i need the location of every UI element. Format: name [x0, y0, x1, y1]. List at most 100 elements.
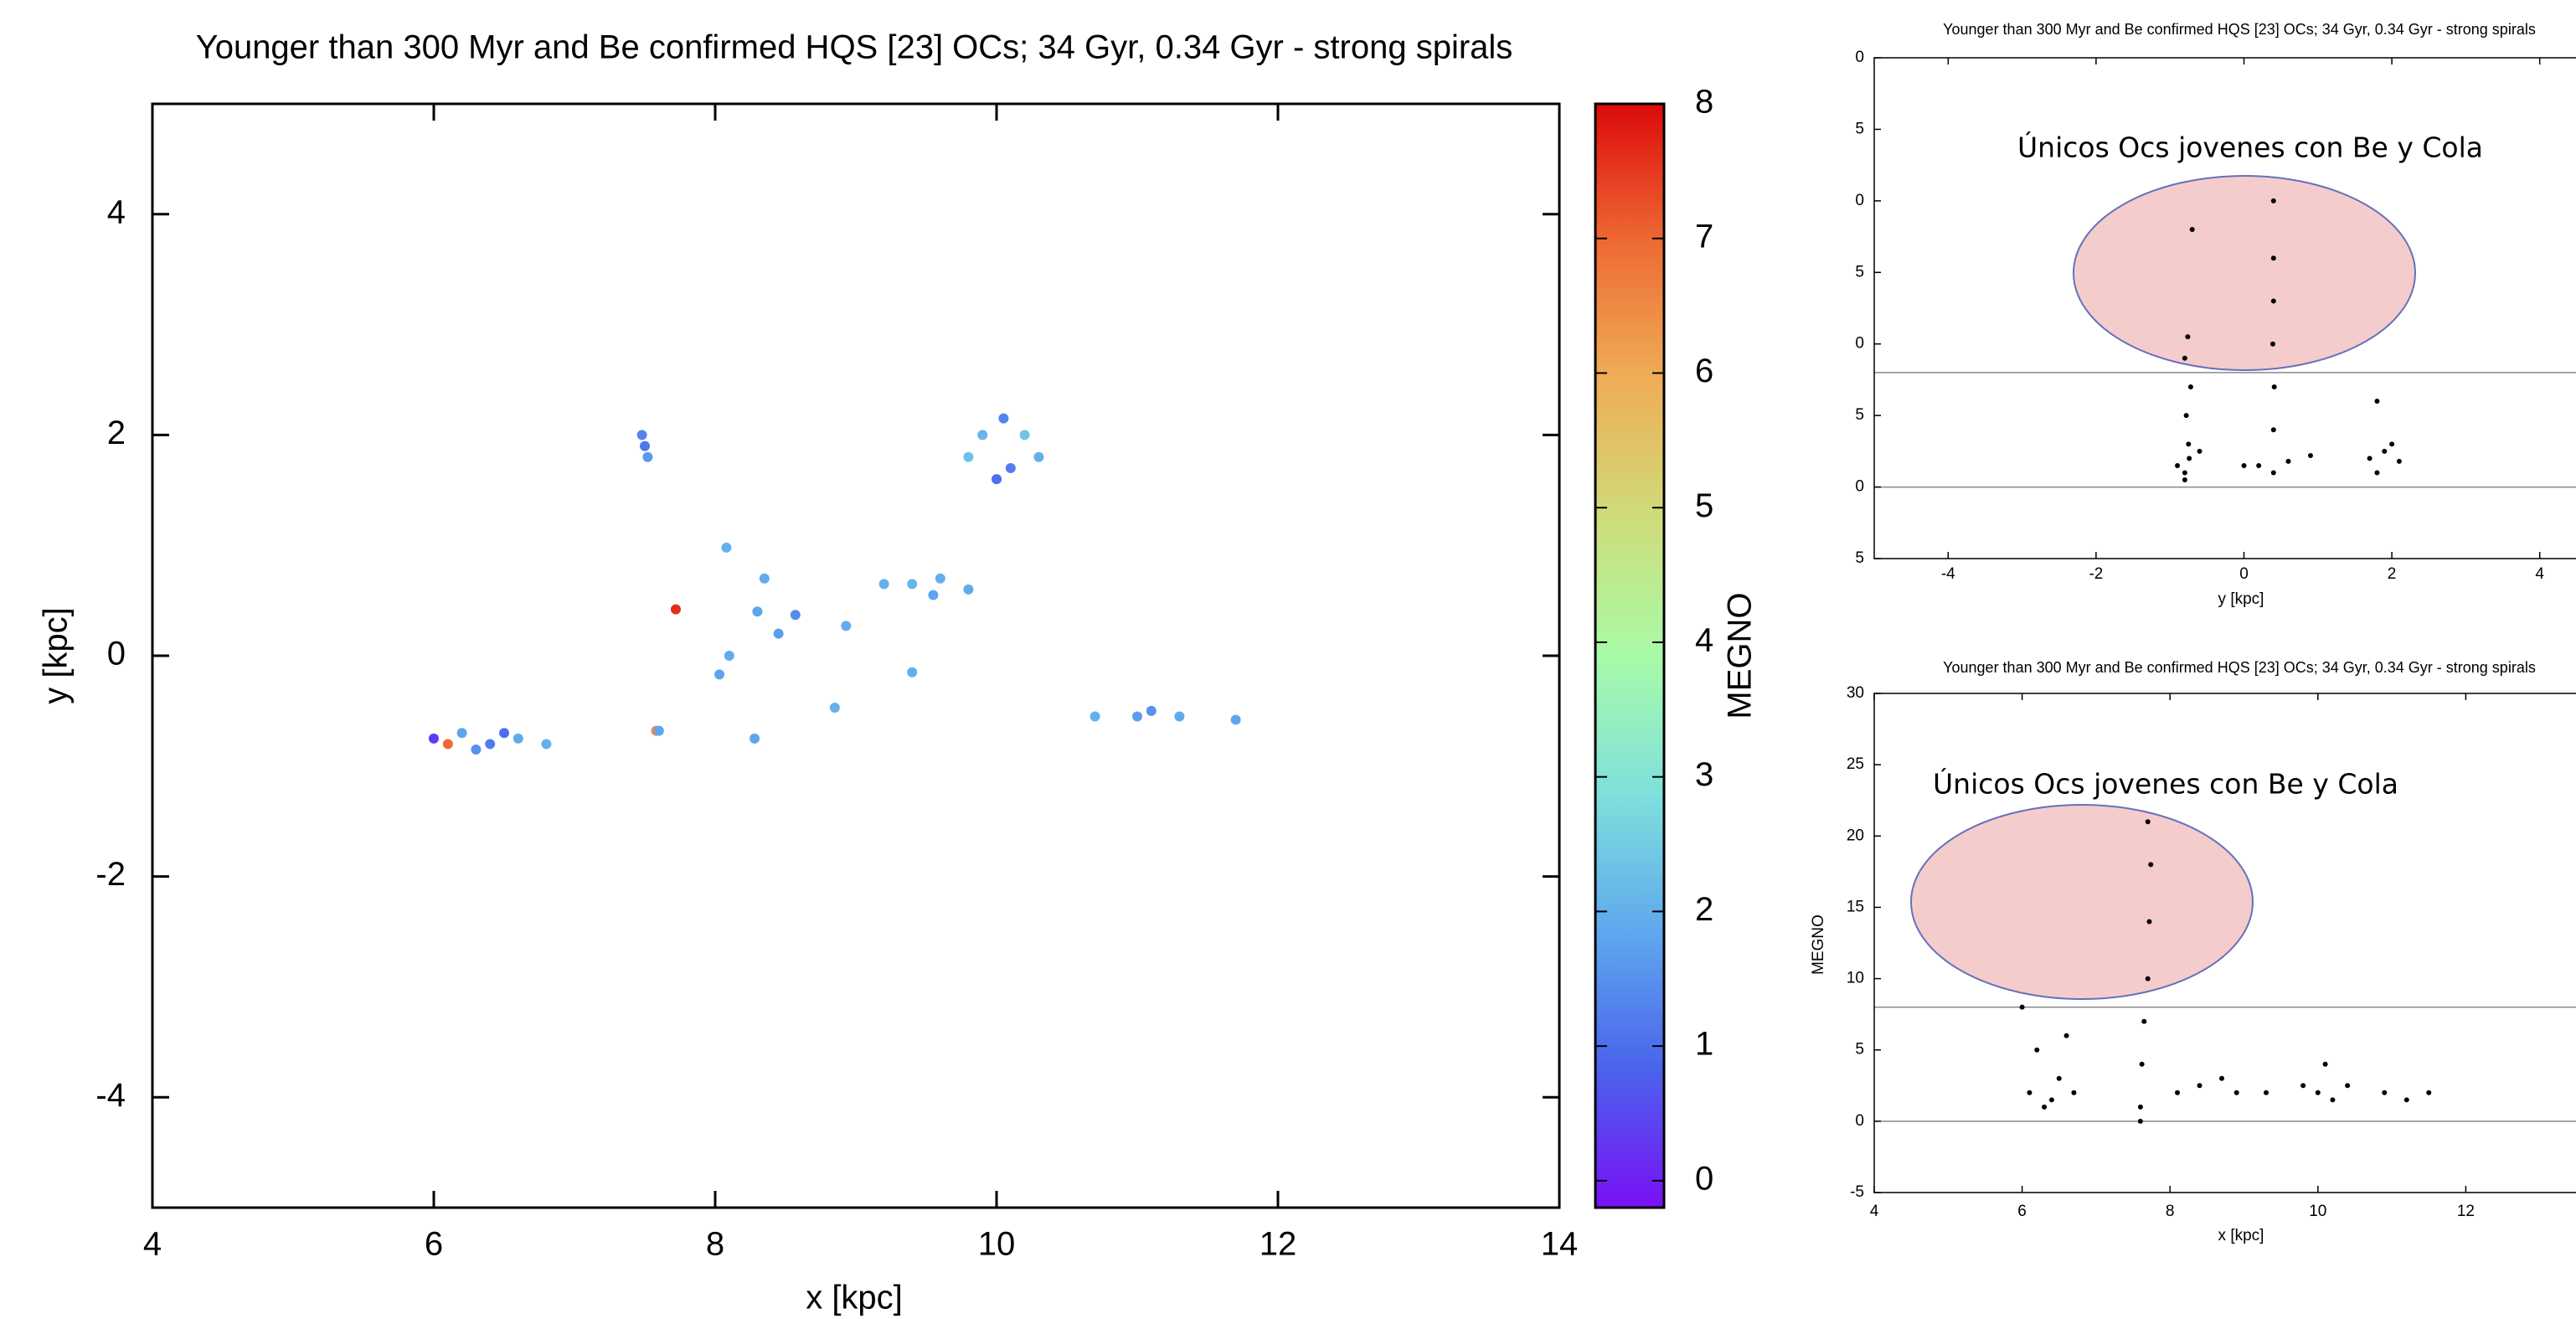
chart-title: Younger than 300 Myr and Be confirmed HQ…: [196, 29, 1513, 66]
x-tick-label: 10: [2309, 1203, 2326, 1220]
x-tick-label: 12: [2457, 1203, 2475, 1220]
data-point: [2270, 470, 2276, 476]
data-point: [2270, 427, 2276, 433]
colorbar-tick-label: 4: [1695, 621, 1713, 658]
data-point: [1033, 451, 1044, 462]
y-tick-label: 0: [1855, 1112, 1864, 1130]
y-tick-label: 5: [1855, 120, 1864, 137]
data-point: [907, 579, 918, 590]
data-point: [829, 702, 840, 713]
x-tick-label: 10: [978, 1226, 1016, 1263]
data-point: [2182, 470, 2187, 476]
colorbar-tick-label: 5: [1695, 487, 1713, 524]
y-tick-label: -2: [95, 856, 126, 893]
data-point: [1090, 711, 1100, 722]
data-point: [2027, 1090, 2032, 1095]
data-point: [2183, 413, 2189, 419]
x-tick-label: 4: [2535, 565, 2544, 583]
colorbar-label: MEGNO: [1722, 592, 1759, 719]
data-point: [2322, 1061, 2328, 1067]
data-point: [653, 725, 664, 736]
y-tick-label: 30: [1847, 684, 1864, 702]
data-point: [2182, 477, 2187, 483]
data-point: [992, 474, 1002, 485]
data-point: [2269, 341, 2275, 347]
y-tick-label: 5: [1855, 549, 1864, 567]
y-tick-label: 0: [1855, 478, 1864, 496]
x-tick-label: 8: [706, 1226, 724, 1263]
chart-title: Younger than 300 Myr and Be confirmed HQ…: [1943, 659, 2536, 676]
data-point: [2382, 448, 2388, 454]
data-point: [2145, 976, 2151, 982]
x-tick-label: 2: [2388, 565, 2397, 583]
data-point: [963, 584, 974, 595]
data-point: [2182, 355, 2187, 361]
data-point: [2315, 1090, 2321, 1095]
data-point: [2185, 334, 2191, 340]
x-tick-label: 0: [2239, 565, 2249, 583]
data-point: [773, 628, 784, 639]
x-tick-label: 4: [143, 1226, 162, 1263]
data-point: [1146, 705, 1157, 716]
data-point: [429, 733, 439, 744]
colorbar-tick-label: 1: [1695, 1026, 1713, 1063]
x-axis-label: x [kpc]: [806, 1280, 903, 1316]
data-point: [2307, 452, 2313, 458]
x-tick-label: 4: [1870, 1203, 1879, 1220]
data-point: [541, 739, 552, 750]
data-point: [714, 669, 725, 680]
y-axis-label: y [kpc]: [38, 607, 75, 704]
y-tick-label: 5: [1855, 406, 1864, 424]
data-point: [636, 430, 647, 441]
x-tick-label: 6: [2017, 1203, 2027, 1220]
y-tick-label: 20: [1847, 827, 1864, 844]
data-point: [2256, 462, 2262, 468]
data-point: [2071, 1090, 2077, 1095]
data-point: [750, 733, 760, 744]
data-point: [2330, 1097, 2336, 1103]
data-point: [456, 728, 467, 739]
plot-frame: [151, 102, 1561, 1209]
highlight-ellipse: [1910, 804, 2254, 1000]
data-point: [1230, 714, 1241, 725]
x-tick-label: 8: [2166, 1203, 2175, 1220]
data-point: [2145, 819, 2151, 825]
data-point: [2270, 255, 2276, 261]
data-point: [2263, 1090, 2269, 1095]
data-point: [2019, 1004, 2025, 1010]
y-tick-label: 10: [1847, 970, 1864, 987]
y-tick-label: 2: [107, 415, 126, 451]
data-point: [2426, 1090, 2432, 1095]
data-point: [2189, 227, 2195, 233]
y-axis-label: MEGNO: [1810, 915, 1827, 975]
data-point: [2197, 1083, 2202, 1089]
data-point: [2270, 198, 2276, 204]
data-point: [2175, 1090, 2181, 1095]
data-point: [1005, 462, 1016, 473]
data-point: [2034, 1047, 2040, 1053]
data-point: [2271, 384, 2277, 389]
x-tick-label: -2: [2089, 565, 2103, 583]
data-point: [1174, 711, 1185, 722]
data-point: [2389, 441, 2395, 447]
y-tick-label: 4: [107, 193, 126, 230]
data-point: [2186, 441, 2192, 447]
data-point: [1019, 430, 1030, 441]
data-point: [2187, 384, 2193, 389]
data-point: [2382, 1090, 2388, 1095]
data-point: [790, 610, 801, 621]
data-point: [2187, 456, 2192, 461]
data-point: [2146, 919, 2152, 925]
data-point: [841, 621, 852, 631]
colorbar-tick-label: 0: [1695, 1160, 1713, 1197]
plot-frame: [1873, 693, 2576, 1193]
data-point: [963, 451, 974, 462]
y-tick-label: 0: [1855, 335, 1864, 353]
data-point: [2403, 1097, 2409, 1103]
colorbar-tick-label: 3: [1695, 756, 1713, 793]
data-point: [724, 651, 734, 661]
data-point: [2056, 1075, 2062, 1081]
y-tick-label: 5: [1855, 263, 1864, 281]
y-tick-label: 0: [107, 636, 126, 672]
